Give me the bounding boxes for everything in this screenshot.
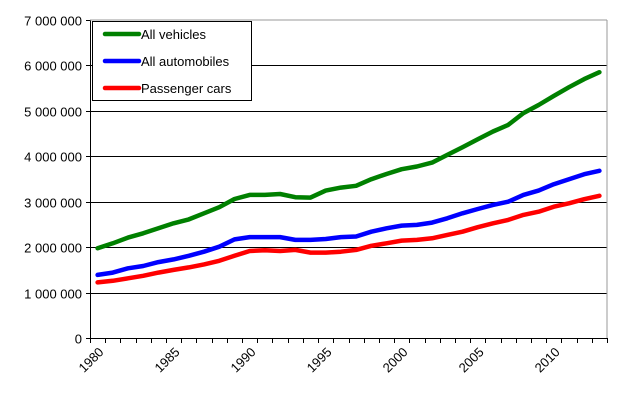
x-tick-label: 2010 [532,344,563,375]
legend-label: Passenger cars [141,81,232,96]
y-tick-label: 5 000 000 [24,105,82,120]
x-tick-label: 1995 [304,344,335,375]
x-tick-label: 1990 [228,344,259,375]
x-axis: 1980 1985 1990 1995 2000 2005 2010 [75,338,607,375]
x-tick-label: 2000 [380,344,411,375]
y-tick-label: 3 000 000 [24,196,82,211]
y-tick-label: 0 [75,332,82,347]
y-tick-label: 7 000 000 [24,14,82,29]
x-tick-label: 1980 [75,344,106,375]
y-tick-label: 2 000 000 [24,241,82,256]
x-tick-label: 2005 [456,344,487,375]
y-axis: 0 1 000 000 2 000 000 3 000 000 4 000 000 5 0… [24,14,90,347]
series-lines [98,72,600,282]
y-tick-label: 1 000 000 [24,287,82,302]
y-tick-label: 4 000 000 [24,150,82,165]
x-tick-label: 1985 [152,344,183,375]
legend-label: All automobiles [141,54,230,69]
legend-label: All vehicles [141,27,207,42]
legend: All vehicles All automobiles Passenger car… [93,22,252,101]
y-tick-label: 6 000 000 [24,59,82,74]
series-line-passenger-cars [98,196,600,283]
